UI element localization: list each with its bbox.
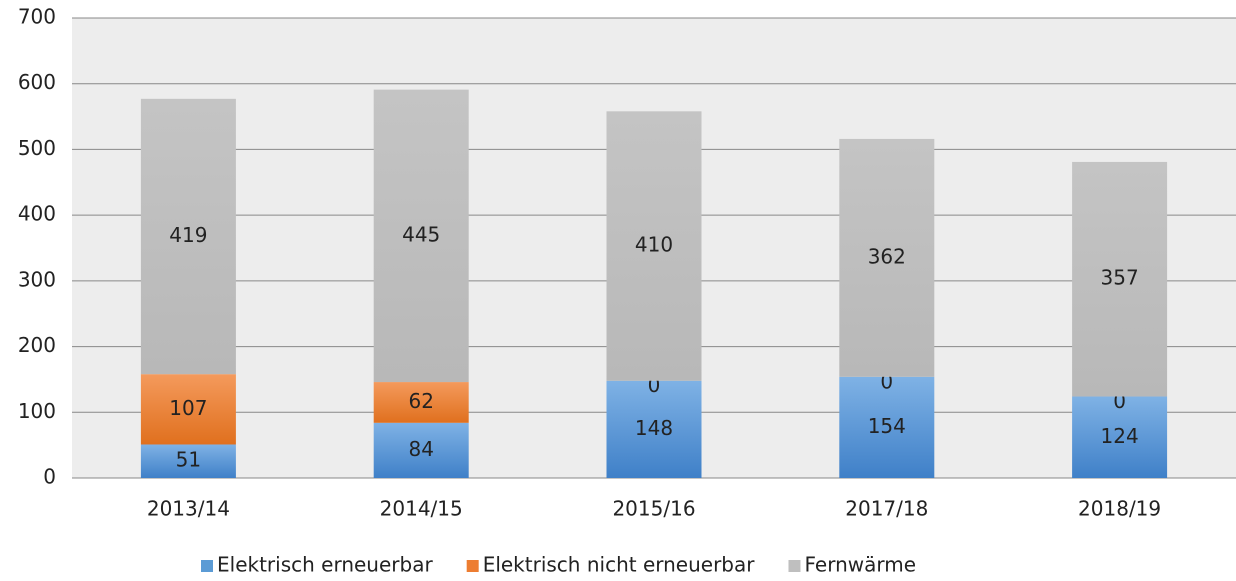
data-label: 410 [635, 233, 673, 257]
x-tick-label: 2018/19 [1078, 497, 1161, 521]
y-tick-label: 600 [18, 70, 56, 94]
y-tick-label: 0 [43, 465, 56, 489]
data-label: 107 [169, 396, 207, 420]
x-tick-label: 2014/15 [380, 497, 463, 521]
bar-segment [606, 380, 702, 478]
legend-swatch [466, 560, 479, 572]
bar-segment [1072, 161, 1168, 397]
legend-label: Fernwärme [804, 553, 916, 577]
data-label: 51 [176, 448, 201, 472]
y-tick-label: 300 [18, 267, 56, 291]
data-label: 362 [868, 244, 906, 268]
legend-label: Elektrisch nicht erneuerbar [483, 553, 756, 577]
data-label: 62 [408, 389, 433, 413]
y-tick-label: 100 [18, 399, 56, 423]
y-tick-label: 700 [18, 5, 56, 29]
data-label: 357 [1101, 266, 1139, 290]
data-label: 148 [635, 416, 673, 440]
data-label: 154 [868, 414, 906, 438]
x-tick-label: 2017/18 [845, 497, 928, 521]
data-label: 124 [1101, 424, 1139, 448]
bar-segment [373, 89, 469, 383]
bar-segment [373, 422, 469, 478]
x-tick-label: 2013/14 [147, 497, 230, 521]
bar-segment [140, 98, 236, 375]
x-tick-label: 2015/16 [612, 497, 695, 521]
bar-segment [373, 382, 469, 423]
bar-segment [140, 444, 236, 478]
bar-segment [839, 138, 935, 377]
y-tick-label: 400 [18, 202, 56, 226]
data-label: 419 [169, 223, 207, 247]
y-tick-label: 200 [18, 333, 56, 357]
bar-segment [839, 376, 935, 478]
y-tick-label: 500 [18, 136, 56, 160]
bar-segment [606, 111, 702, 381]
bar-segment [1072, 396, 1168, 478]
data-label: 445 [402, 222, 440, 246]
legend-swatch [201, 560, 213, 572]
legend-label: Elektrisch erneuerbar [217, 553, 433, 577]
legend-swatch [788, 560, 801, 572]
bar-segment [140, 374, 236, 445]
data-label: 84 [408, 437, 433, 461]
